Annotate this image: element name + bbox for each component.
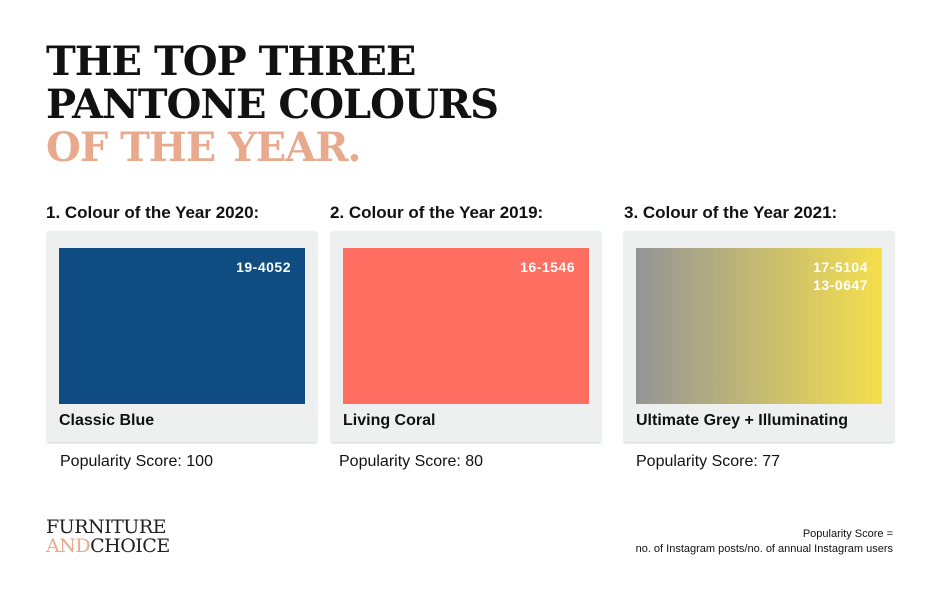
pantone-code: 16-1546: [520, 259, 575, 275]
colour-card-1: 19-4052 Classic Blue: [47, 231, 317, 442]
popularity-score-3: Popularity Score: 77: [636, 453, 781, 470]
colour-swatch-2: 16-1546: [343, 248, 589, 404]
card-heading-3: 3. Colour of the Year 2021:: [624, 203, 838, 222]
logo-line-1: FURNITURE: [46, 516, 166, 538]
pantone-code-2: 16-1546: [520, 258, 575, 276]
colour-name-1: Classic Blue: [59, 412, 155, 429]
pantone-code: 19-4052: [236, 259, 291, 275]
pantone-code-1: 19-4052: [236, 258, 291, 276]
popularity-score-2: Popularity Score: 80: [339, 453, 484, 470]
footnote-line-1: Popularity Score =: [802, 528, 893, 540]
title-line-3: OF THE YEAR.: [46, 124, 361, 171]
logo-line-2: ANDCHOICE: [46, 537, 170, 556]
logo-and: AND: [46, 535, 91, 557]
colour-card-2: 16-1546 Living Coral: [331, 231, 601, 442]
colour-swatch-3: 17-5104 13-0647: [636, 248, 882, 404]
colour-name-3: Ultimate Grey + Illuminating: [636, 412, 849, 429]
furniture-and-choice-logo: FURNITURE ANDCHOICE: [46, 518, 170, 556]
title-line-2: PANTONE COLOURS: [46, 81, 499, 128]
page-title: THE TOP THREE PANTONE COLOURS OF THE YEA…: [46, 38, 499, 171]
pantone-code-3: 17-5104 13-0647: [813, 258, 868, 294]
pantone-code: 17-5104: [813, 259, 868, 275]
card-heading-2: 2. Colour of the Year 2019:: [330, 203, 544, 222]
card-heading-1: 1. Colour of the Year 2020:: [46, 203, 260, 222]
colour-card-3: 17-5104 13-0647 Ultimate Grey + Illumina…: [624, 231, 894, 442]
pantone-code: 13-0647: [813, 277, 868, 293]
popularity-footnote: Popularity Score = no. of Instagram post…: [636, 527, 893, 557]
colour-name-2: Living Coral: [343, 412, 436, 429]
title-line-1: THE TOP THREE: [46, 38, 416, 85]
colour-swatch-1: 19-4052: [59, 248, 305, 404]
logo-choice: CHOICE: [90, 535, 170, 557]
footnote-line-2: no. of Instagram posts/no. of annual Ins…: [635, 543, 893, 555]
popularity-score-1: Popularity Score: 100: [60, 453, 213, 470]
